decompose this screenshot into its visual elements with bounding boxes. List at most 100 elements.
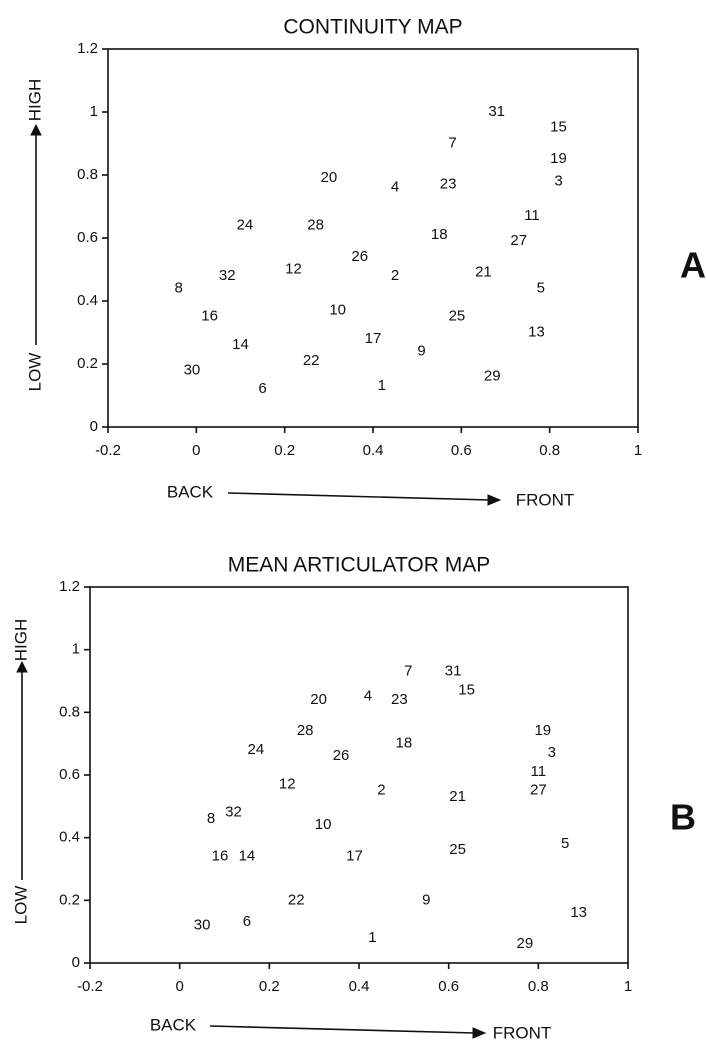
point-label: 25 [449,308,466,325]
point-label: 1 [378,377,386,394]
point-label: 29 [517,935,534,952]
y-tick-label: 1.2 [59,578,80,595]
y-tick-label: 1.2 [77,40,98,57]
y-tick-label: 0.4 [59,829,80,846]
x-arrow-shaft [209,1025,476,1034]
point-label: 13 [528,323,545,340]
x-label-left: BACK [150,1015,197,1034]
point-label: 18 [395,735,412,752]
point-label: 10 [329,301,346,318]
y-arrow-head [16,660,28,673]
chart-title: MEAN ARTICULATOR MAP [228,554,491,577]
y-arrow-head [30,123,42,136]
point-label: 19 [550,150,567,167]
x-label-left: BACK [167,482,214,501]
point-label: 3 [548,744,556,761]
point-label: 32 [219,267,236,284]
point-label: 24 [248,741,265,758]
x-tick-label: 0 [175,978,183,995]
y-label-high: HIGH [25,79,44,122]
point-label: 14 [239,847,256,864]
x-tick-label: -0.2 [77,978,103,995]
y-tick-label: 0 [72,954,80,971]
point-label: 23 [391,691,408,708]
x-tick-label: 1 [634,442,642,459]
point-label: 26 [333,747,350,764]
x-arrow-shaft [227,492,491,501]
point-label: 7 [404,663,412,680]
x-tick-label: 0 [192,442,200,459]
point-label: 15 [550,119,567,136]
x-label-right: FRONT [493,1023,552,1042]
point-label: 19 [534,722,551,739]
y-tick-label: 1 [72,641,80,658]
y-tick-label: 0.2 [77,355,98,372]
point-label: 7 [448,134,456,151]
point-label: 24 [237,216,254,233]
point-label: 17 [365,330,382,347]
point-label: 28 [307,216,324,233]
y-label-high: HIGH [11,619,30,662]
point-label: 29 [484,368,501,385]
point-label: 16 [212,847,229,864]
x-tick-label: 0.4 [349,978,370,995]
point-label: 13 [570,904,587,921]
panel-label: B [670,797,696,838]
point-label: 5 [537,279,545,296]
x-tick-label: 0.8 [539,442,560,459]
y-tick-label: 0.6 [59,766,80,783]
point-label: 8 [174,279,182,296]
point-label: 27 [530,782,547,799]
point-label: 5 [561,835,569,852]
x-tick-label: 0.2 [274,442,295,459]
point-label: 2 [377,782,385,799]
x-tick-label: 1 [624,978,632,995]
point-label: 16 [201,308,218,325]
x-arrow-head [472,1027,487,1039]
chart-title: CONTINUITY MAP [283,16,462,39]
point-label: 1 [368,929,376,946]
y-label-low: LOW [11,886,30,925]
point-label: 15 [458,681,475,698]
point-label: 10 [315,816,332,833]
y-tick-label: 0 [90,418,98,435]
x-arrow-head [487,494,502,506]
panel-label: A [680,245,706,286]
point-label: 20 [310,691,327,708]
x-tick-label: 0.6 [438,978,459,995]
point-label: 4 [364,688,372,705]
point-label: 22 [288,891,305,908]
point-label: 14 [232,336,249,353]
x-tick-label: -0.2 [95,442,121,459]
point-label: 6 [258,380,266,397]
point-label: 18 [431,226,448,243]
point-label: 21 [449,788,466,805]
point-label: 30 [184,361,201,378]
point-label: 8 [207,810,215,827]
point-label: 6 [243,913,251,930]
point-label: 3 [554,172,562,189]
x-tick-label: 0.8 [528,978,549,995]
point-label: 21 [475,264,492,281]
point-label: 31 [445,663,462,680]
x-tick-label: 0.6 [451,442,472,459]
point-label: 12 [279,775,296,792]
point-label: 31 [488,103,505,120]
point-label: 32 [225,804,242,821]
plot-frame [89,586,629,964]
y-tick-label: 0.6 [77,229,98,246]
y-tick-label: 1 [90,103,98,120]
point-label: 30 [194,916,211,933]
y-tick-label: 0.4 [77,292,98,309]
x-tick-label: 0.2 [259,978,280,995]
y-tick-label: 0.2 [59,891,80,908]
point-label: 17 [346,847,363,864]
y-tick-label: 0.8 [59,703,80,720]
point-label: 23 [440,175,457,192]
point-label: 28 [297,722,314,739]
point-label: 26 [351,248,368,265]
point-label: 9 [422,891,430,908]
point-label: 4 [391,179,399,196]
